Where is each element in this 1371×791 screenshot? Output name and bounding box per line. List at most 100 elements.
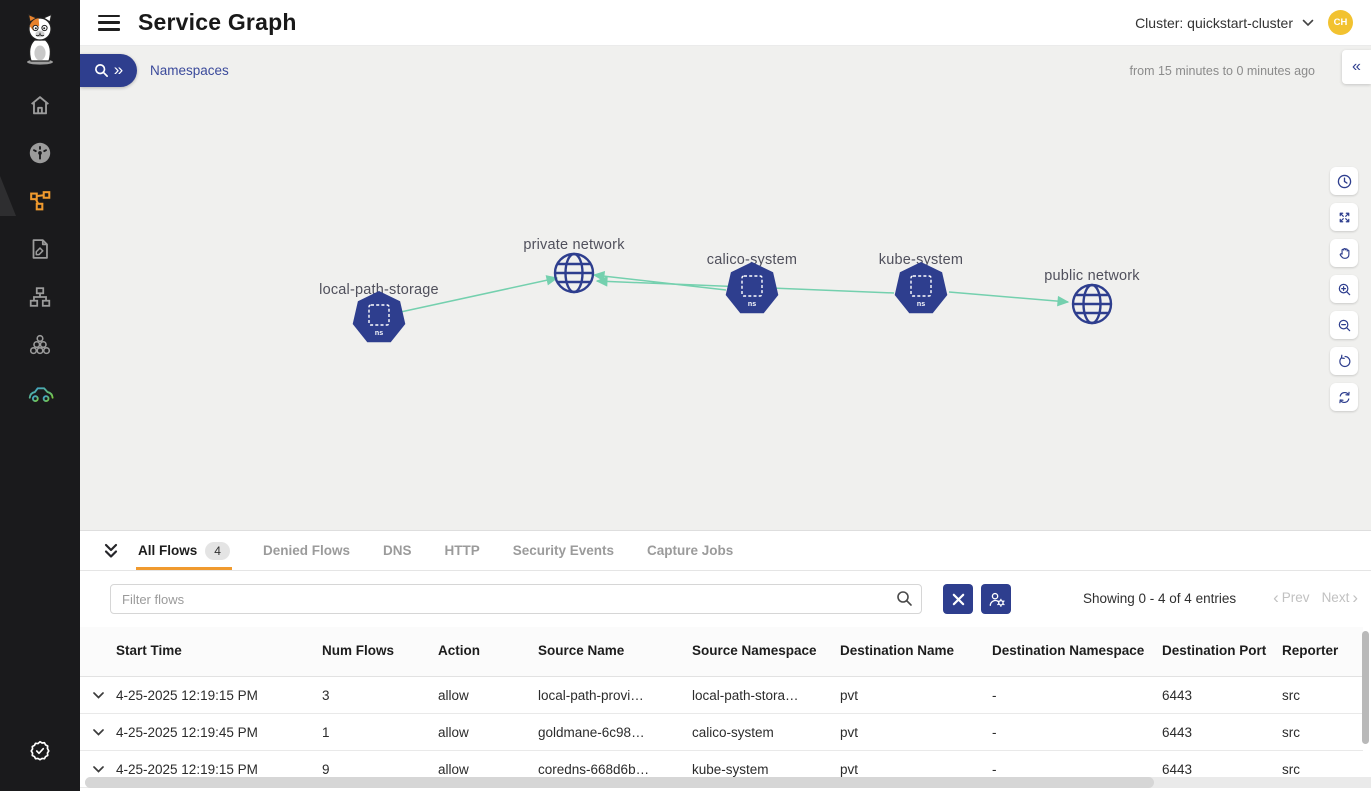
clock-icon xyxy=(1337,174,1351,188)
service-graph-icon xyxy=(30,191,51,211)
customize-columns-button[interactable] xyxy=(981,584,1011,614)
pan-button[interactable] xyxy=(1330,239,1358,267)
showing-entries-label: Showing 0 - 4 of 4 entries xyxy=(1083,591,1237,606)
sidebar-item-service-graph[interactable] xyxy=(0,177,80,225)
graph-node-network[interactable] xyxy=(1071,283,1113,325)
flows-table-header: Start Time Num Flows Action Source Name … xyxy=(80,627,1363,677)
graph-edge-lps-private[interactable] xyxy=(395,275,559,314)
table-row[interactable]: 4-25-2025 12:19:45 PM 1 allow goldmane-6… xyxy=(80,714,1363,751)
car-icon xyxy=(28,387,54,402)
flows-panel: All Flows 4 Denied Flows DNS HTTP Securi… xyxy=(80,530,1371,791)
graph-node-label: public network xyxy=(1044,268,1140,284)
collapse-flows-button[interactable] xyxy=(102,542,120,559)
col-destination-namespace[interactable]: Destination Namespace xyxy=(992,643,1145,659)
horizontal-scrollbar-track[interactable] xyxy=(85,777,1371,788)
sidebar-item-vehicles[interactable] xyxy=(0,369,80,417)
time-range-label: from 15 minutes to 0 minutes ago xyxy=(1129,64,1315,78)
graph-edge-calico-private[interactable] xyxy=(592,270,727,291)
prev-page-button[interactable]: ‹ Prev xyxy=(1273,588,1310,607)
graph-node-namespace[interactable]: ns xyxy=(352,291,406,343)
table-row[interactable]: 4-25-2025 12:19:15 PM 3 allow local-path… xyxy=(80,677,1363,714)
graph-toolbar xyxy=(1330,167,1358,411)
chevron-double-right-icon: » xyxy=(113,60,124,79)
graph-node-network[interactable] xyxy=(553,252,595,294)
vertical-scrollbar[interactable] xyxy=(1362,631,1369,744)
clear-filter-button[interactable] xyxy=(943,584,973,614)
undo-icon xyxy=(1338,354,1350,367)
sidebar-item-home[interactable] xyxy=(0,81,80,129)
avatar[interactable]: CH xyxy=(1328,10,1353,35)
svg-text:ns: ns xyxy=(748,301,756,308)
sidebar-item-network[interactable] xyxy=(0,273,80,321)
all-flows-count-badge: 4 xyxy=(205,541,230,560)
sidebar-nav xyxy=(0,81,80,417)
cluster-selector[interactable]: Cluster: quickstart-cluster xyxy=(1135,15,1314,31)
svg-text:ns: ns xyxy=(375,330,383,337)
top-header: Service Graph Cluster: quickstart-cluste… xyxy=(80,0,1371,46)
circle-cluster-icon xyxy=(29,334,51,355)
tab-dns[interactable]: DNS xyxy=(382,543,412,558)
graph-search-button[interactable]: » xyxy=(80,54,137,87)
service-graph-canvas: local-path-storage ns private network ca… xyxy=(80,46,1371,530)
graph-node-namespace[interactable]: ns xyxy=(725,262,779,314)
pan-hand-icon xyxy=(1339,247,1349,259)
zoom-in-icon xyxy=(1338,283,1350,295)
cluster-selector-label: Cluster: quickstart-cluster xyxy=(1135,14,1293,31)
user-gear-icon xyxy=(989,592,1005,607)
graph-node-label: private network xyxy=(523,237,625,253)
zoom-in-button[interactable] xyxy=(1330,275,1358,303)
graph-node-label: calico-system xyxy=(707,252,797,268)
refresh-button[interactable] xyxy=(1330,383,1358,411)
tab-denied-flows[interactable]: Denied Flows xyxy=(262,543,350,558)
time-settings-button[interactable] xyxy=(1330,167,1358,195)
col-source-name[interactable]: Source Name xyxy=(538,643,625,659)
filter-flows-input[interactable] xyxy=(110,584,922,614)
flows-filter-row: Showing 0 - 4 of 4 entries ‹ Prev Next › xyxy=(80,584,1371,614)
fullscreen-button[interactable] xyxy=(1330,203,1358,231)
sidebar-item-logs[interactable] xyxy=(0,225,80,273)
pagination: ‹ Prev Next › xyxy=(1273,589,1358,606)
graph-node-label: kube-system xyxy=(879,252,963,268)
right-panel-collapse-button[interactable]: « xyxy=(1342,50,1371,84)
row-expand-chevron-icon[interactable] xyxy=(92,691,104,699)
graph-svg: local-path-storage ns private network ca… xyxy=(317,235,1142,343)
zoom-out-button[interactable] xyxy=(1330,311,1358,339)
row-expand-chevron-icon[interactable] xyxy=(92,765,104,773)
sidebar-item-compliance[interactable] xyxy=(0,727,80,775)
chevron-double-down-icon xyxy=(104,543,118,558)
chevron-right-icon: › xyxy=(1352,588,1358,607)
chevron-double-left-icon: « xyxy=(1352,58,1361,75)
gauge-dashboard-icon xyxy=(29,142,51,164)
breadcrumb[interactable]: Namespaces xyxy=(150,63,229,78)
search-icon xyxy=(94,64,108,77)
horizontal-scrollbar-thumb[interactable] xyxy=(85,777,1155,788)
graph-edge-kube-public[interactable] xyxy=(948,291,1070,307)
svg-text:ns: ns xyxy=(917,301,925,308)
hamburger-menu-button[interactable] xyxy=(98,14,120,31)
sidebar-item-clusters[interactable] xyxy=(0,321,80,369)
close-icon xyxy=(952,593,964,605)
tab-all-flows[interactable]: All Flows 4 xyxy=(136,531,232,570)
sidebar xyxy=(0,0,80,791)
row-expand-chevron-icon[interactable] xyxy=(92,728,104,736)
flows-tabbar: All Flows 4 Denied Flows DNS HTTP Securi… xyxy=(80,531,1371,571)
tab-http[interactable]: HTTP xyxy=(444,543,480,558)
home-icon xyxy=(31,96,49,115)
col-reporter[interactable]: Reporter xyxy=(1282,643,1339,659)
tab-capture-jobs[interactable]: Capture Jobs xyxy=(647,543,734,558)
undo-layout-button[interactable] xyxy=(1330,347,1358,375)
next-page-button[interactable]: Next › xyxy=(1321,588,1358,607)
col-destination-name[interactable]: Destination Name xyxy=(840,643,955,659)
col-action[interactable]: Action xyxy=(438,643,480,659)
tab-security-events[interactable]: Security Events xyxy=(512,543,615,558)
col-destination-port[interactable]: Destination Port xyxy=(1162,643,1267,659)
sidebar-item-dashboard[interactable] xyxy=(0,129,80,177)
zoom-out-icon xyxy=(1338,319,1350,331)
col-source-namespace[interactable]: Source Namespace xyxy=(692,643,817,659)
graph-node-label: local-path-storage xyxy=(319,282,439,298)
col-start-time[interactable]: Start Time xyxy=(116,643,182,659)
flows-table: Start Time Num Flows Action Source Name … xyxy=(80,627,1363,788)
col-num-flows[interactable]: Num Flows xyxy=(322,643,395,659)
graph-node-namespace[interactable]: ns xyxy=(894,262,948,314)
chevron-left-icon: ‹ xyxy=(1273,588,1279,607)
